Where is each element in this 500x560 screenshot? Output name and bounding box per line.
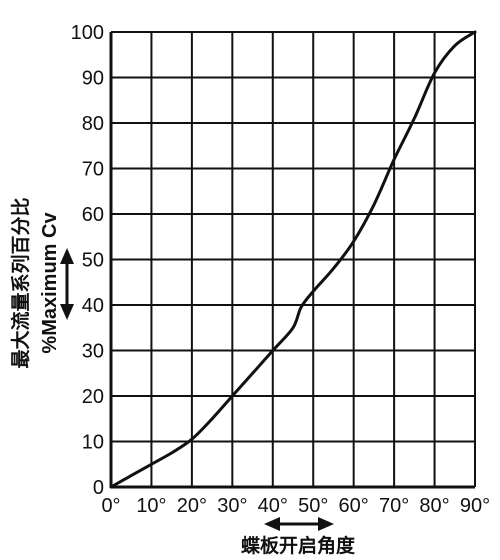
x-tick-label: 10° — [136, 495, 166, 517]
y-tick-label: 10 — [82, 432, 104, 454]
y-tick-label: 80 — [82, 113, 104, 135]
y-tick-label: 30 — [82, 341, 104, 363]
x-axis-double-arrow — [264, 517, 334, 531]
x-tick-label: 0° — [101, 495, 120, 517]
y-tick-label: 90 — [82, 68, 104, 90]
y-tick-label: 50 — [82, 250, 104, 272]
x-tick-labels: 0° 10° 20° 30° 40° 50° 60° 70° 80° 90° — [101, 495, 490, 517]
grid — [109, 31, 476, 489]
y-tick-label: 40 — [82, 295, 104, 317]
series-line — [109, 30, 477, 489]
x-tick-label: 80° — [419, 495, 449, 517]
y-axis-title: 最大流量系列百分比 — [9, 197, 32, 368]
x-axis-title: 蝶板开启角度 — [241, 534, 356, 557]
y-tick-label: 20 — [82, 386, 104, 408]
x-tick-label: 90° — [460, 495, 490, 517]
y-axis-subtitle-group: %Maximum Cv — [39, 212, 61, 354]
y-tick-label: 100 — [71, 22, 104, 44]
y-tick-labels: 0 10 20 30 40 50 60 70 80 90 100 — [71, 22, 104, 499]
y-tick-label: 0 — [93, 477, 104, 499]
x-tick-label: 30° — [217, 495, 247, 517]
y-axis-subtitle: %Maximum Cv — [39, 212, 61, 354]
y-axis-double-arrow — [60, 248, 74, 320]
x-tick-label: 20° — [177, 495, 207, 517]
x-tick-label: 70° — [379, 495, 409, 517]
y-axis-title-group: 最大流量系列百分比 — [9, 197, 32, 368]
x-tick-label: 50° — [298, 495, 328, 517]
x-tick-label: 60° — [339, 495, 369, 517]
y-tick-label: 70 — [82, 159, 104, 181]
x-tick-label: 40° — [258, 495, 288, 517]
y-tick-label: 60 — [82, 204, 104, 226]
